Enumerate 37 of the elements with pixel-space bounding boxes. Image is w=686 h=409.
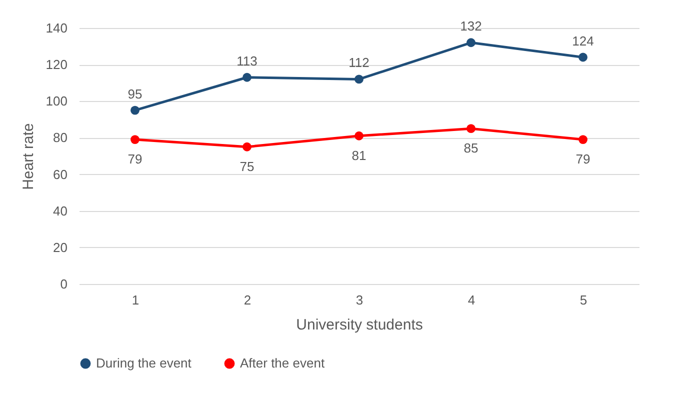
- legend-label: After the event: [240, 356, 325, 371]
- data-label: 75: [240, 158, 254, 174]
- data-label: 124: [572, 33, 594, 48]
- point: [354, 74, 364, 84]
- y-tick-label: 100: [46, 94, 68, 109]
- point: [578, 135, 588, 144]
- y-axis-title: Heart rate: [20, 123, 37, 190]
- x-tick-label: 4: [468, 292, 476, 308]
- y-tick-label: 40: [53, 203, 68, 218]
- point: [130, 135, 140, 144]
- point: [242, 72, 252, 82]
- y-tick-label: 20: [53, 240, 68, 255]
- point: [242, 142, 252, 152]
- x-tick-label: 3: [356, 292, 364, 308]
- data-label: 81: [352, 148, 366, 163]
- point: [466, 38, 476, 48]
- data-label: 79: [576, 152, 590, 167]
- x-axis-title: University students: [296, 316, 423, 334]
- data-label: 112: [348, 55, 370, 70]
- point: [130, 106, 140, 115]
- y-tick-label: 0: [60, 276, 68, 292]
- legend-label: During the event: [96, 356, 192, 371]
- data-label: 95: [128, 86, 142, 102]
- x-tick-label: 2: [244, 292, 252, 308]
- point: [466, 124, 476, 134]
- data-label: 132: [460, 18, 482, 34]
- data-label: 79: [128, 152, 142, 167]
- x-tick-label: 5: [580, 292, 588, 308]
- y-tick-label: 140: [46, 20, 68, 36]
- y-tick-label: 120: [46, 57, 68, 72]
- data-label: 85: [464, 140, 478, 156]
- point: [354, 131, 364, 140]
- data-label: 113: [236, 53, 258, 68]
- y-tick-label: 60: [53, 166, 68, 182]
- point: [578, 52, 588, 62]
- y-tick-label: 80: [53, 130, 68, 146]
- x-tick-label: 1: [132, 292, 140, 308]
